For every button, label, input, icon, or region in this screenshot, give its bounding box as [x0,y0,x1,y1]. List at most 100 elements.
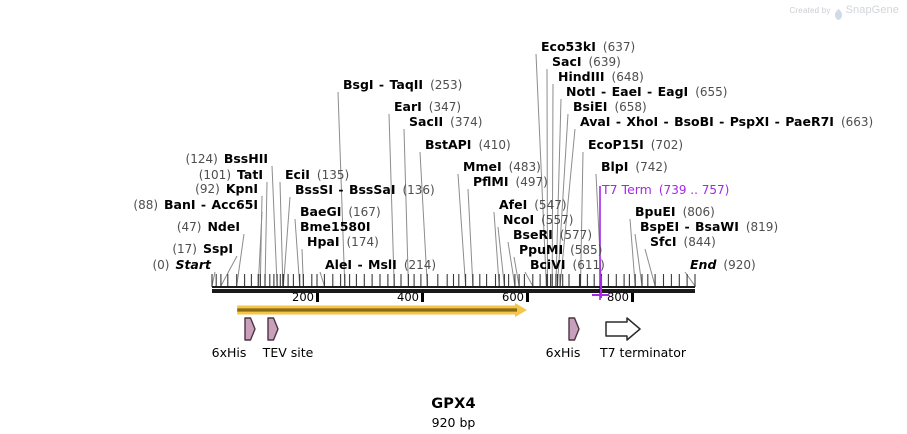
enzyme-name: End [690,257,717,272]
enzyme-position: (214) [403,258,437,272]
enzyme-label-eari[interactable]: EarI (347) [394,100,461,114]
feature-label-t7-term[interactable]: T7 Term (739 .. 757) [602,183,730,197]
enzyme-label-ncoi[interactable]: NcoI (557) [503,212,573,227]
enzyme-label-bseri[interactable]: BseRI (577) [513,227,592,242]
feature-glyph-6xhis[interactable] [567,317,581,345]
enzyme-label-bsshii[interactable]: (124) BssHII [185,151,268,166]
enzyme-name: EaeI [611,84,642,99]
snapgene-watermark: Created by SnapGene [789,4,899,20]
enzyme-label-bani-acc65i[interactable]: (88) BanI - Acc65I [133,197,258,212]
enzyme-name: BanI [164,197,196,212]
enzyme-name: Acc65I [211,197,258,212]
enzyme-label-tati[interactable]: (101) TatI [199,168,263,182]
enzyme-name: AleI [325,257,353,272]
enzyme-label-saci[interactable]: SacI (639) [552,55,621,69]
enzyme-label-ecop15i[interactable]: EcoP15I (702) [588,138,684,152]
enzyme-label-bme1580i[interactable]: Bme1580I [300,220,370,234]
enzyme-name: Start [175,257,211,272]
sequence-backbone-upper [212,286,695,288]
enzyme-label-bsgi-taqii[interactable]: BsgI - TaqII (253) [343,77,462,92]
enzyme-position: (47) [176,220,202,234]
enzyme-label-hindiii[interactable]: HindIII (648) [558,70,644,84]
enzyme-label-pflmi[interactable]: PflMI (497) [473,175,548,189]
enzyme-label-ppumi[interactable]: PpuMI (585) [519,242,602,257]
enzyme-label-alei-msli[interactable]: AleI - MslI (214) [325,257,437,272]
ruler-tick-mark [421,293,424,302]
ruler-tick-mark [316,293,319,302]
enzyme-label-hpai[interactable]: HpaI (174) [307,234,379,249]
enzyme-position: (547) [534,198,567,212]
enzyme-name: HpaI [307,234,340,249]
enzyme-label-mmei[interactable]: MmeI (483) [463,159,541,174]
watermark-created-by-label: Created by [789,5,831,15]
enzyme-position: (135) [316,168,350,182]
enzyme-label-baegi[interactable]: BaeGI (167) [300,205,381,219]
enzyme-label-kpni[interactable]: (92) KpnI [195,182,258,196]
feature-glyph-tev-site[interactable] [266,317,280,345]
enzyme-name: BssHII [223,151,268,166]
enzyme-label-sfci[interactable]: SfcI (844) [650,235,716,249]
enzyme-label-noti-eaei-eagi[interactable]: NotI - EaeI - EagI (655) [566,84,727,99]
enzyme-position: (136) [402,183,435,197]
enzyme-label-bsiei[interactable]: BsiEI (658) [573,99,647,114]
enzyme-name: NotI [566,84,596,99]
enzyme-label-bstapi[interactable]: BstAPI (410) [425,138,511,152]
enzyme-label-bcivi[interactable]: BciVI (611) [530,258,605,272]
enzyme-position: (497) [515,175,548,189]
enzyme-position: (124) [185,152,218,166]
enzyme-position: (658) [614,100,647,114]
enzyme-name: NcoI [503,212,535,227]
enzyme-position: (92) [195,182,220,196]
enzyme-label-sspi[interactable]: (17) SspI [172,242,233,256]
enzyme-name: BseRI [513,227,553,242]
enzyme-name: MslI [368,257,397,272]
enzyme-name: AvaI [580,114,611,129]
sequence-backbone [212,289,695,293]
feature-range: (739 .. 757) [658,183,730,197]
enzyme-name: Eco53kI [541,39,596,54]
enzyme-label-bsssi-bsssai[interactable]: BssSI - BssSaI (136) [295,182,435,197]
feature-glyph-6xhis[interactable] [243,317,257,345]
enzyme-label-start[interactable]: (0) Start [152,257,211,272]
enzyme-position: (637) [602,40,636,54]
enzyme-separator: - [611,114,626,129]
enzyme-position: (611) [572,258,605,272]
enzyme-separator: - [659,114,674,129]
enzyme-name: MmeI [463,159,502,174]
enzyme-position: (742) [635,160,668,174]
enzyme-name: BssSaI [348,182,396,197]
enzyme-separator: - [334,182,348,197]
feature-caption-t7-terminator: T7 terminator [600,345,686,360]
enzyme-position: (663) [840,115,874,129]
enzyme-name: BsiEI [573,99,608,114]
enzyme-label-sacii[interactable]: SacII (374) [409,115,483,129]
enzyme-label-eco53ki[interactable]: Eco53kI (637) [541,39,636,54]
enzyme-name: BsoBI [674,114,714,129]
enzyme-name: TaqII [389,77,424,92]
his-tag-arrow-icon [568,317,580,341]
enzyme-label-ecii[interactable]: EciI (135) [285,168,350,182]
enzyme-name: AfeI [499,197,528,212]
enzyme-label-bpuei[interactable]: BpuEI (806) [635,205,715,219]
enzyme-label-ndei[interactable]: (47) NdeI [176,220,240,234]
enzyme-label-end[interactable]: End (920) [690,257,756,272]
ruler-tick-mark [631,293,634,302]
enzyme-position: (648) [611,70,644,84]
enzyme-label-layer: (0) Start (17) SspI (47) NdeI (88) BanI - Acc65… [133,39,874,272]
enzyme-label-avai-xhoi-bsobi-pspxi-paer7i[interactable]: AvaI - XhoI - BsoBI - PspXI - PaeR7I (663… [580,114,874,129]
enzyme-position: (374) [450,115,483,129]
feature-glyph-t7-terminator[interactable] [605,317,641,345]
enzyme-position: (702) [650,138,684,152]
enzyme-label-blpi[interactable]: BlpI (742) [601,160,668,174]
enzyme-name: BssSI [295,182,334,197]
enzyme-label-bspei-bsawi[interactable]: BspEI - BsaWI (819) [640,220,778,234]
enzyme-position: (410) [478,138,511,152]
enzyme-name: PaeR7I [785,114,834,129]
watermark-brand-label: SnapGene [845,4,899,16]
feature-caption-6xhis: 6xHis [211,345,247,360]
enzyme-name: PpuMI [519,242,564,257]
enzyme-label-afei[interactable]: AfeI (547) [499,197,567,212]
enzyme-separator: - [714,114,729,129]
his-tag-arrow-icon [267,317,279,341]
